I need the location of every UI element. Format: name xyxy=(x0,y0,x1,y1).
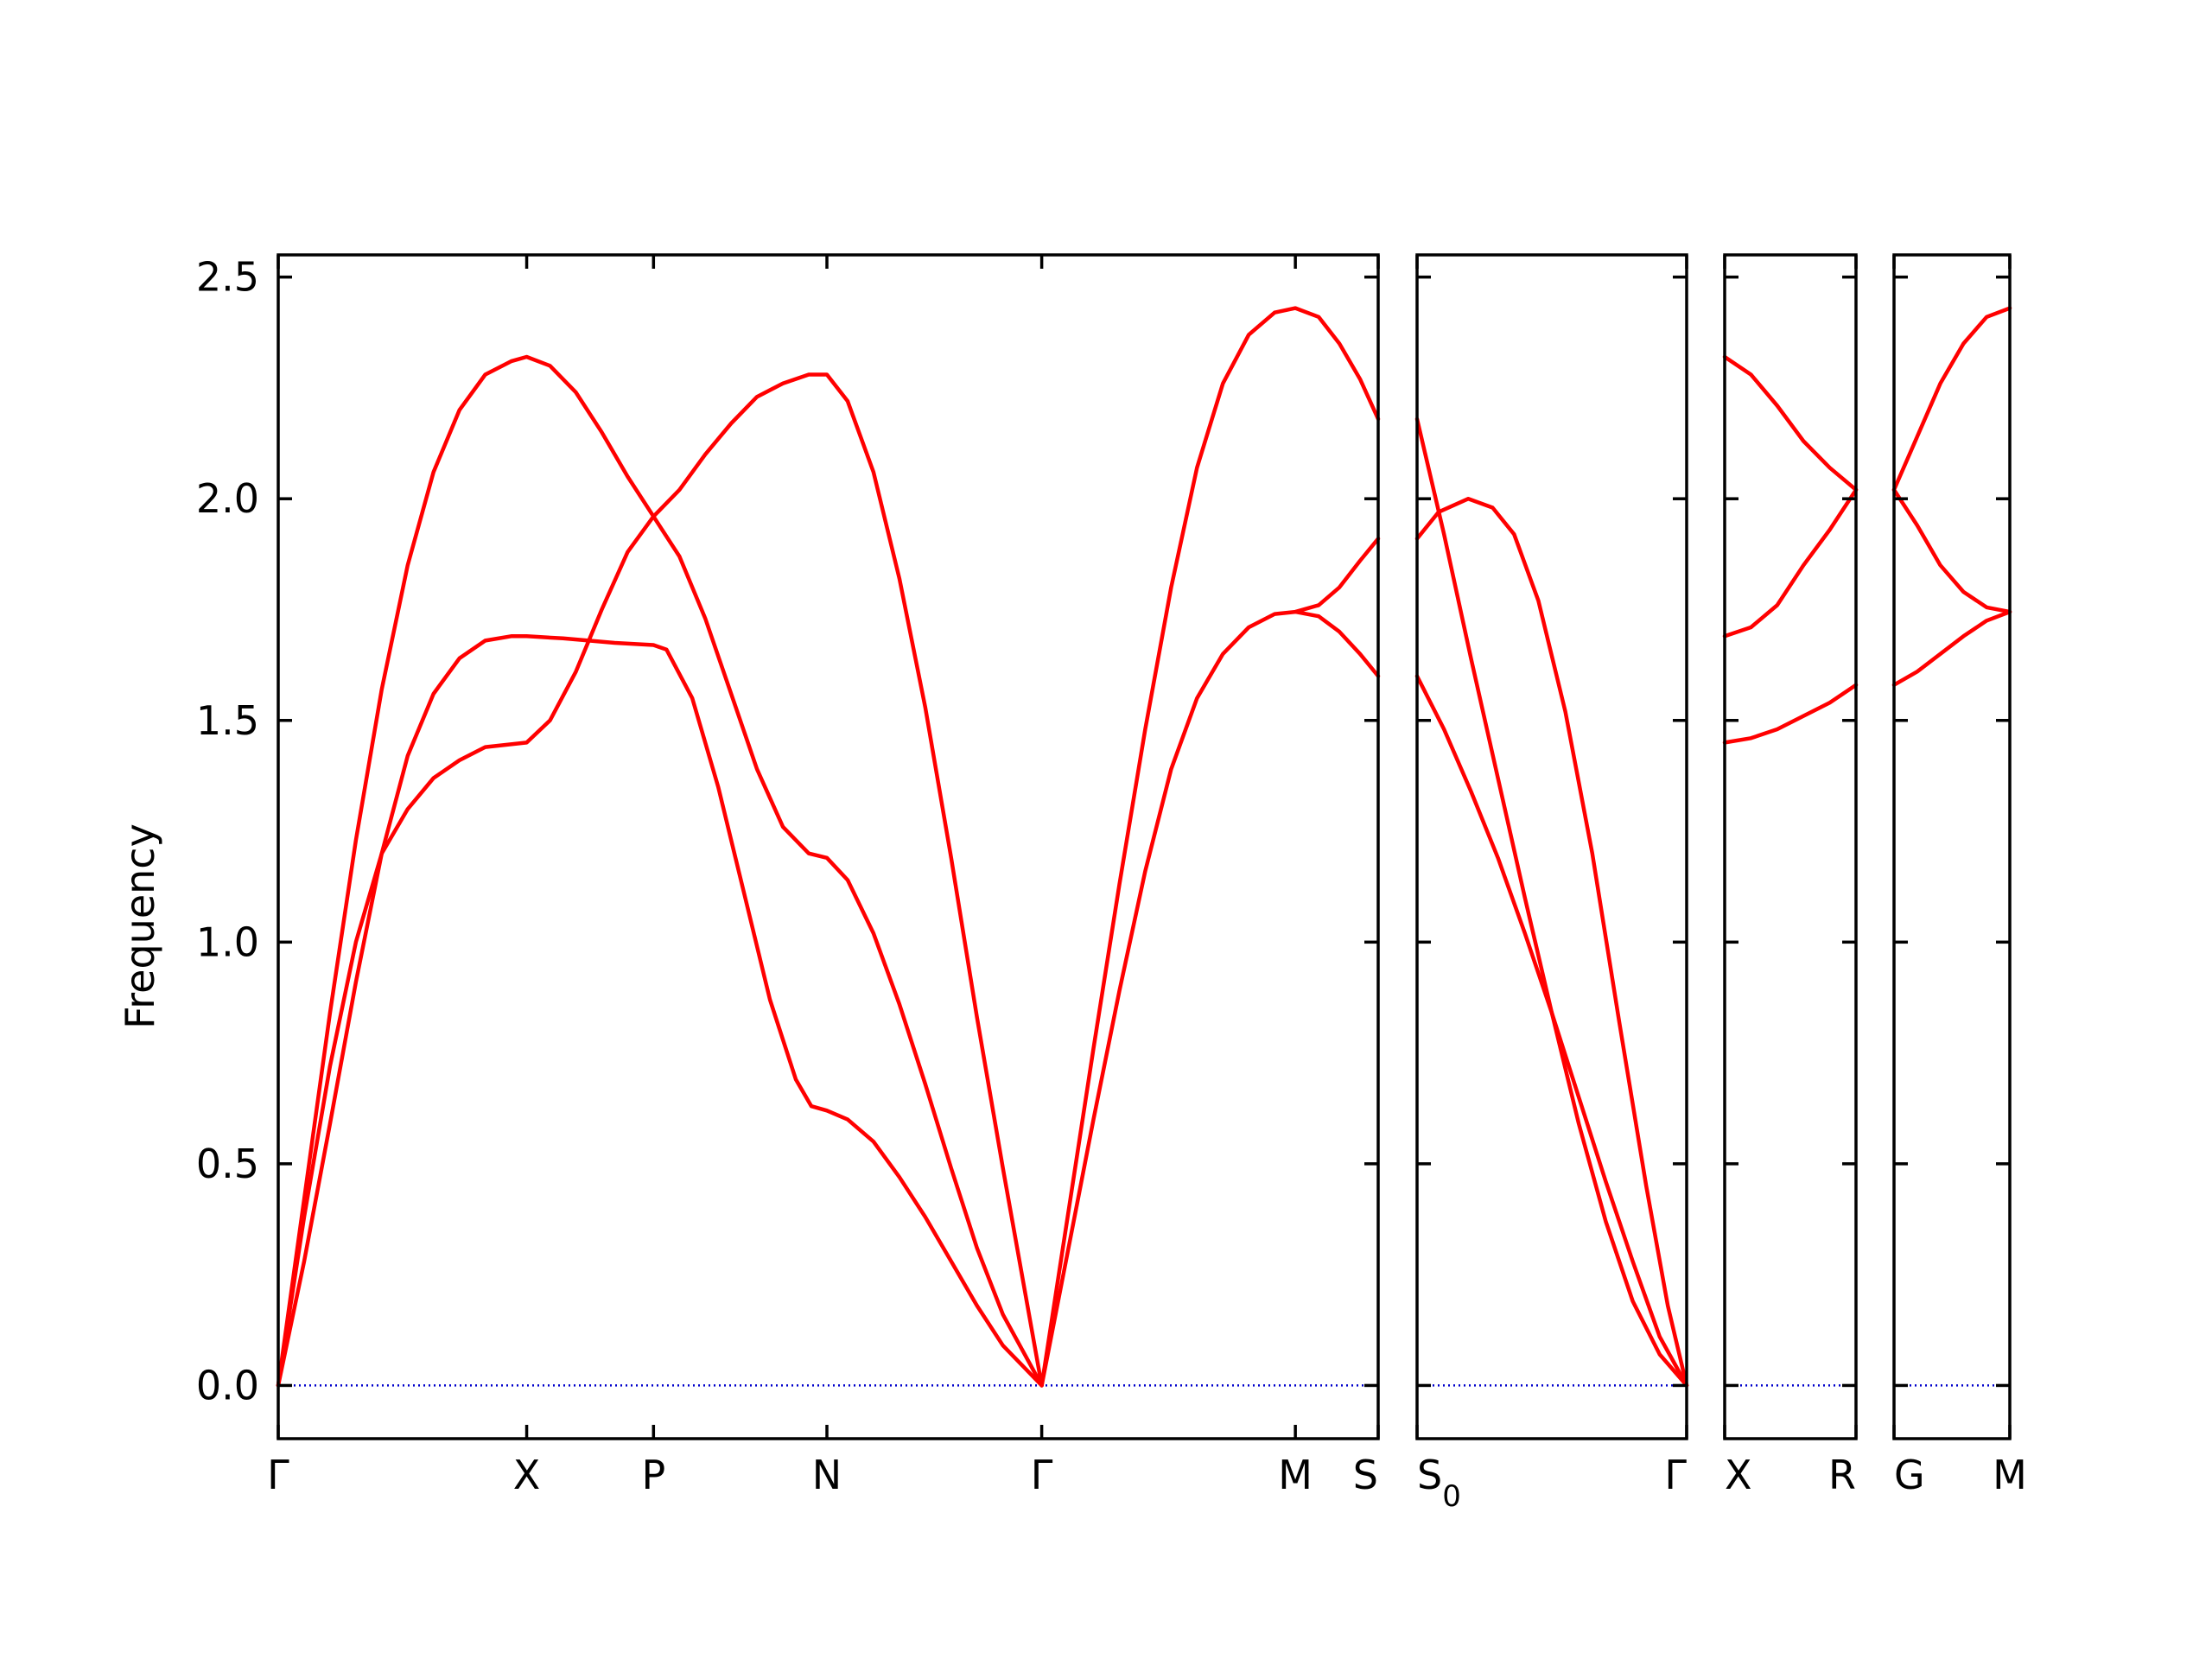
band-line-6 xyxy=(1293,609,1381,678)
band-line-2 xyxy=(1891,487,2012,614)
panel-frame xyxy=(1723,253,1858,1440)
x-tick-label: G xyxy=(1894,1452,1925,1498)
y-tick-label: 1.0 xyxy=(196,918,259,965)
band-line-2 xyxy=(1722,487,1859,639)
panel-frame xyxy=(1415,253,1688,1440)
x-tick-label: X xyxy=(1725,1452,1752,1498)
x-tick-label: Γ xyxy=(1664,1452,1687,1498)
x-tick-label: X xyxy=(513,1452,541,1498)
band-line-4 xyxy=(1039,306,1381,1388)
band-line-2 xyxy=(1414,496,1689,1388)
panel-frame xyxy=(276,253,1380,1440)
panel-frame xyxy=(1892,253,2012,1440)
y-tick-label: 0.5 xyxy=(196,1141,259,1187)
plot-panel-2: S0 Γ xyxy=(1414,253,1689,1514)
x-tick-label: M xyxy=(1993,1452,2027,1498)
y-tick-label: 2.0 xyxy=(196,475,259,522)
x-tick-label: Γ xyxy=(1031,1452,1053,1498)
y-tick-label: 2.5 xyxy=(196,254,259,301)
x-tick-label: Γ xyxy=(267,1452,289,1498)
y-tick-label: 1.5 xyxy=(196,697,259,744)
x-tick-label: S0 xyxy=(1417,1452,1461,1514)
y-axis-label: Frequency xyxy=(117,823,163,1029)
band-line-3 xyxy=(1891,609,2012,687)
x-tick-label: M xyxy=(1278,1452,1313,1498)
x-tick-label: P xyxy=(641,1452,665,1498)
band-line-1 xyxy=(1722,354,1859,493)
x-tick-label: N xyxy=(812,1452,842,1498)
panels: 0.00.51.01.52.02.5Γ X P N Γ M S S0 Γ X R G M xyxy=(196,253,2027,1514)
plot-panel-1: 0.0 0.5 1.0 1.5 2.0 2.5 Γ X P N Γ M S xyxy=(196,253,1381,1498)
band-line-5 xyxy=(1039,537,1381,1388)
y-tick-label: 0.0 xyxy=(196,1362,259,1408)
x-tick-subscript: 0 xyxy=(1442,1479,1461,1514)
band-line-3 xyxy=(1722,683,1859,745)
x-tick-label: R xyxy=(1828,1452,1856,1498)
band-line-1 xyxy=(1891,306,2012,493)
band-line-3 xyxy=(276,372,1044,1388)
band-line-2 xyxy=(276,634,1044,1388)
band-line-3 xyxy=(1414,674,1689,1388)
x-tick-label: S xyxy=(1353,1452,1378,1498)
band-line-1 xyxy=(1414,416,1689,1388)
